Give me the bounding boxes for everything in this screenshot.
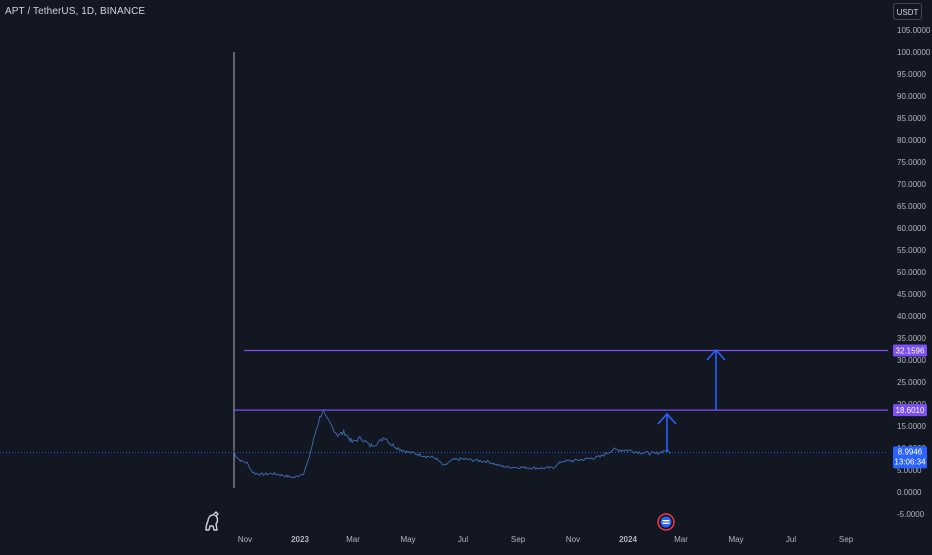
y-tick-label: 75.0000 <box>897 158 926 167</box>
x-tick-label: Mar <box>674 535 688 544</box>
x-tick-label: Nov <box>566 535 580 544</box>
y-tick-label: 55.0000 <box>897 246 926 255</box>
y-tick-label: 100.0000 <box>897 48 931 57</box>
level-badge-upper-text: 32.1596 <box>896 346 925 355</box>
last-price-badge <box>893 446 927 469</box>
y-tick-label: 30.0000 <box>897 356 926 365</box>
level-badge-lower <box>893 404 927 417</box>
y-tick-label: 80.0000 <box>897 136 926 145</box>
y-tick-label: 105.0000 <box>897 26 931 35</box>
y-tick-label: 5.0000 <box>897 466 922 475</box>
y-tick-label: 70.0000 <box>897 180 926 189</box>
y-tick-label: 50.0000 <box>897 268 926 277</box>
y-tick-label: 40.0000 <box>897 312 926 321</box>
y-tick-label: -5.0000 <box>897 510 925 519</box>
y-tick-label: 45.0000 <box>897 290 926 299</box>
x-tick-label: Jul <box>786 535 796 544</box>
level-badge-lower-text: 18.6010 <box>896 406 925 415</box>
target-arrow-1-head <box>657 412 677 425</box>
y-tick-label: 25.0000 <box>897 378 926 387</box>
y-tick-label: 90.0000 <box>897 92 926 101</box>
x-tick-label: 2023 <box>291 535 309 544</box>
x-tick-label: May <box>400 535 415 544</box>
y-tick-label: 85.0000 <box>897 114 926 123</box>
x-tick-label: Sep <box>511 535 526 544</box>
level-badge-upper <box>893 344 927 357</box>
level-badge-lower-bg <box>893 404 927 417</box>
x-tick-label: Jul <box>458 535 468 544</box>
price-series-line <box>233 410 672 479</box>
target-arrow-2-head <box>706 348 726 361</box>
x-tick-label: Mar <box>346 535 360 544</box>
y-tick-label: 0.0000 <box>897 488 922 497</box>
x-tick-label: 2024 <box>619 535 637 544</box>
level-badge-upper-bg <box>893 344 927 357</box>
last-price-value: 8.9946 <box>898 447 923 456</box>
last-price-badge-bg <box>893 446 927 469</box>
earnings-event-icon[interactable] <box>657 513 675 536</box>
x-tick-label: Nov <box>238 535 252 544</box>
y-tick-label: 95.0000 <box>897 70 926 79</box>
y-tick-label: 35.0000 <box>897 334 926 343</box>
bar-countdown: 13:06:34 <box>894 457 926 466</box>
symbol-title[interactable]: APT / TetherUS, 1D, BINANCE <box>5 6 146 17</box>
x-tick-label: May <box>728 535 743 544</box>
y-tick-label: 65.0000 <box>897 202 926 211</box>
currency-button[interactable]: USDT <box>893 3 922 20</box>
y-tick-label: 15.0000 <box>897 422 926 431</box>
dinosaur-logo-icon[interactable] <box>203 510 225 537</box>
x-tick-label: Sep <box>839 535 854 544</box>
y-tick-label: 60.0000 <box>897 224 926 233</box>
